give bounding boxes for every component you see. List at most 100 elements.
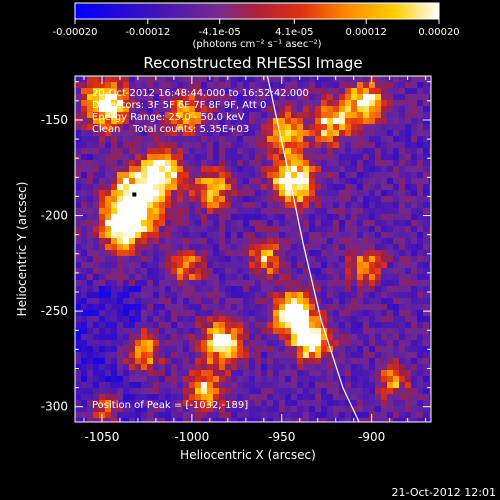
heatmap-cell	[351, 112, 357, 118]
heatmap-cell	[183, 220, 189, 226]
heatmap-cell	[291, 400, 297, 406]
heatmap-cell	[111, 106, 117, 112]
heatmap-cell	[189, 262, 195, 268]
heatmap-cell	[219, 268, 225, 274]
heatmap-cell	[99, 166, 105, 172]
heatmap-cell	[189, 202, 195, 208]
heatmap-cell	[411, 334, 417, 340]
heatmap-cell	[177, 148, 183, 154]
heatmap-cell	[285, 286, 291, 292]
heatmap-cell	[165, 106, 171, 112]
heatmap-cell	[111, 82, 117, 88]
heatmap-cell	[243, 232, 249, 238]
colorbar-unit-label: (photons cm⁻² s⁻¹ asec⁻²)	[192, 39, 321, 50]
heatmap-cell	[369, 346, 375, 352]
heatmap-cell	[177, 244, 183, 250]
heatmap-cell	[357, 304, 363, 310]
heatmap-cell	[279, 280, 285, 286]
heatmap-cell	[315, 244, 321, 250]
heatmap-cell	[231, 370, 237, 376]
heatmap-cell	[249, 382, 255, 388]
heatmap-cell	[135, 280, 141, 286]
heatmap-cell	[225, 196, 231, 202]
heatmap-cell	[105, 262, 111, 268]
heatmap-cell	[363, 232, 369, 238]
heatmap-cell	[417, 304, 423, 310]
heatmap-cell	[159, 238, 165, 244]
heatmap-cell	[333, 394, 339, 400]
heatmap-cell	[387, 118, 393, 124]
heatmap-cell	[153, 238, 159, 244]
heatmap-cell	[297, 370, 303, 376]
heatmap-cell	[195, 292, 201, 298]
heatmap-cell	[93, 214, 99, 220]
heatmap-cell	[399, 214, 405, 220]
heatmap-cell	[219, 190, 225, 196]
heatmap-cell	[147, 166, 153, 172]
heatmap-cell	[303, 190, 309, 196]
heatmap-cell	[147, 208, 153, 214]
heatmap-cell	[189, 94, 195, 100]
heatmap-cell	[213, 376, 219, 382]
heatmap-cell	[273, 160, 279, 166]
heatmap-cell	[399, 130, 405, 136]
heatmap-cell	[105, 352, 111, 358]
heatmap-cell	[315, 394, 321, 400]
heatmap-cell	[405, 310, 411, 316]
heatmap-cell	[99, 280, 105, 286]
heatmap-cell	[219, 166, 225, 172]
annotation-detectors: Detectors: 3F 5F 6F 7F 8F 9F, Att 0	[92, 100, 266, 111]
heatmap-cell	[369, 274, 375, 280]
heatmap-cell	[363, 142, 369, 148]
heatmap-cell	[183, 142, 189, 148]
heatmap-cell	[423, 298, 429, 304]
heatmap-cell	[393, 190, 399, 196]
heatmap-cell	[339, 148, 345, 154]
heatmap-cell	[81, 142, 87, 148]
heatmap-cell	[153, 88, 159, 94]
heatmap-cell	[231, 364, 237, 370]
heatmap-cell	[423, 262, 429, 268]
heatmap-cell	[195, 328, 201, 334]
heatmap-cell	[387, 202, 393, 208]
heatmap-cell	[111, 316, 117, 322]
heatmap-cell	[207, 154, 213, 160]
heatmap-cell	[417, 256, 423, 262]
heatmap-cell	[111, 418, 117, 422]
heatmap-cell	[207, 328, 213, 334]
heatmap-cell	[249, 232, 255, 238]
heatmap-cell	[363, 412, 369, 418]
heatmap-cell	[129, 346, 135, 352]
heatmap-cell	[285, 322, 291, 328]
heatmap-cell	[219, 238, 225, 244]
heatmap-cell	[153, 100, 159, 106]
heatmap-cell	[171, 190, 177, 196]
heatmap-cell	[333, 388, 339, 394]
heatmap-cell	[249, 244, 255, 250]
heatmap-cell	[75, 268, 81, 274]
heatmap-cell	[267, 154, 273, 160]
heatmap-cell	[237, 286, 243, 292]
heatmap-cell	[339, 130, 345, 136]
heatmap-cell	[327, 238, 333, 244]
heatmap-cell	[381, 130, 387, 136]
heatmap-cell	[345, 274, 351, 280]
heatmap-cell	[165, 376, 171, 382]
heatmap-cell	[99, 268, 105, 274]
heatmap-cell	[297, 136, 303, 142]
heatmap-cell	[327, 274, 333, 280]
heatmap-cell	[225, 244, 231, 250]
heatmap-cell	[159, 130, 165, 136]
heatmap-cell	[123, 160, 129, 166]
heatmap-cell	[141, 190, 147, 196]
heatmap-cell	[279, 328, 285, 334]
heatmap-cell	[375, 388, 381, 394]
heatmap-cell	[141, 112, 147, 118]
heatmap-cell	[375, 292, 381, 298]
heatmap-cell	[195, 184, 201, 190]
heatmap-cell	[375, 328, 381, 334]
heatmap-cell	[417, 322, 423, 328]
heatmap-cell	[267, 184, 273, 190]
heatmap-cell	[375, 400, 381, 406]
heatmap-cell	[117, 148, 123, 154]
